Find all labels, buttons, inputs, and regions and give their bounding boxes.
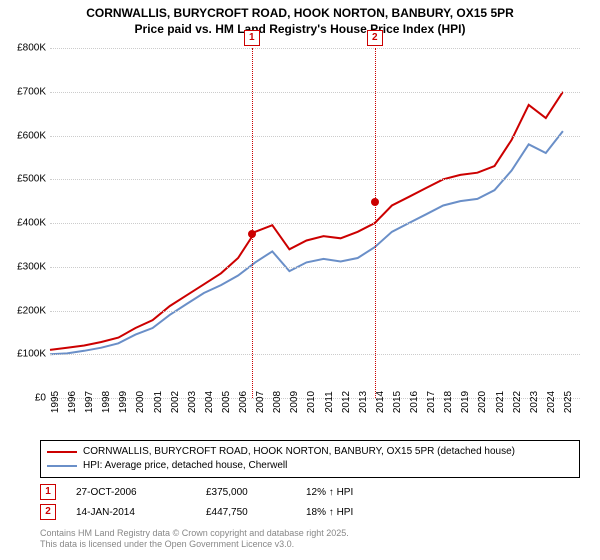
x-tick-label: 2020 xyxy=(477,391,488,413)
legend-item: CORNWALLIS, BURYCROFT ROAD, HOOK NORTON,… xyxy=(47,445,573,459)
x-tick-label: 2002 xyxy=(170,391,181,413)
footer-line-1: Contains HM Land Registry data © Crown c… xyxy=(40,528,349,539)
sale-hpi-delta: 12% ↑ HPI xyxy=(306,487,386,498)
x-tick-label: 1995 xyxy=(50,391,61,413)
x-tick-label: 2012 xyxy=(341,391,352,413)
gridline xyxy=(50,179,580,180)
marker-badge: 2 xyxy=(367,30,383,46)
sale-marker-badge: 1 xyxy=(40,484,56,500)
sale-row: 1 27-OCT-2006 £375,000 12% ↑ HPI xyxy=(40,484,580,500)
x-tick-label: 2005 xyxy=(221,391,232,413)
sale-hpi-delta: 18% ↑ HPI xyxy=(306,507,386,518)
y-tick-label: £300K xyxy=(17,261,46,272)
sale-row: 2 14-JAN-2014 £447,750 18% ↑ HPI xyxy=(40,504,580,520)
gridline xyxy=(50,354,580,355)
x-tick-label: 1996 xyxy=(67,391,78,413)
x-tick-label: 2004 xyxy=(204,391,215,413)
x-tick-label: 2025 xyxy=(563,391,574,413)
legend-item: HPI: Average price, detached house, Cher… xyxy=(47,459,573,473)
title-line-1: CORNWALLIS, BURYCROFT ROAD, HOOK NORTON,… xyxy=(0,6,600,22)
sale-price: £375,000 xyxy=(206,487,286,498)
legend-label: CORNWALLIS, BURYCROFT ROAD, HOOK NORTON,… xyxy=(83,445,515,459)
x-tick-label: 2019 xyxy=(460,391,471,413)
gridline xyxy=(50,48,580,49)
sale-date: 14-JAN-2014 xyxy=(76,507,186,518)
x-tick-label: 2022 xyxy=(512,391,523,413)
y-tick-label: £200K xyxy=(17,305,46,316)
x-tick-label: 2011 xyxy=(324,391,335,413)
x-tick-label: 2007 xyxy=(255,391,266,413)
x-tick-label: 2015 xyxy=(392,391,403,413)
legend-box: CORNWALLIS, BURYCROFT ROAD, HOOK NORTON,… xyxy=(40,440,580,478)
x-tick-label: 2001 xyxy=(153,391,164,413)
y-tick-label: £500K xyxy=(17,174,46,185)
footer-attribution: Contains HM Land Registry data © Crown c… xyxy=(40,528,349,550)
y-axis: £0£100K£200K£300K£400K£500K£600K£700K£80… xyxy=(0,48,48,398)
x-tick-label: 2014 xyxy=(375,391,386,413)
sale-price: £447,750 xyxy=(206,507,286,518)
series-hpi xyxy=(50,131,563,354)
plot-area: 12 xyxy=(50,48,580,398)
x-tick-label: 2008 xyxy=(272,391,283,413)
x-tick-label: 2009 xyxy=(289,391,300,413)
chart-container: CORNWALLIS, BURYCROFT ROAD, HOOK NORTON,… xyxy=(0,0,600,560)
x-axis: 1995199619971998199920002001200220032004… xyxy=(50,398,580,438)
x-tick-label: 2021 xyxy=(495,391,506,413)
gridline xyxy=(50,267,580,268)
sales-table: 1 27-OCT-2006 £375,000 12% ↑ HPI 2 14-JAN-201… xyxy=(40,484,580,524)
y-tick-label: £800K xyxy=(17,43,46,54)
marker-line xyxy=(252,48,253,398)
sale-marker-badge: 2 xyxy=(40,504,56,520)
x-tick-label: 1998 xyxy=(101,391,112,413)
sale-date: 27-OCT-2006 xyxy=(76,487,186,498)
marker-dot xyxy=(371,198,379,206)
x-tick-label: 2018 xyxy=(443,391,454,413)
marker-dot xyxy=(248,230,256,238)
legend-label: HPI: Average price, detached house, Cher… xyxy=(83,459,287,473)
title-line-2: Price paid vs. HM Land Registry's House … xyxy=(0,22,600,38)
x-tick-label: 2000 xyxy=(135,391,146,413)
gridline xyxy=(50,92,580,93)
x-tick-label: 2023 xyxy=(529,391,540,413)
chart-title: CORNWALLIS, BURYCROFT ROAD, HOOK NORTON,… xyxy=(0,0,600,37)
legend-swatch xyxy=(47,451,77,453)
x-tick-label: 2016 xyxy=(409,391,420,413)
y-tick-label: £700K xyxy=(17,86,46,97)
footer-line-2: This data is licensed under the Open Gov… xyxy=(40,539,349,550)
x-tick-label: 2010 xyxy=(306,391,317,413)
marker-line xyxy=(375,48,376,398)
y-tick-label: £0 xyxy=(35,393,46,404)
gridline xyxy=(50,311,580,312)
y-tick-label: £600K xyxy=(17,130,46,141)
x-tick-label: 2017 xyxy=(426,391,437,413)
x-tick-label: 1999 xyxy=(118,391,129,413)
x-tick-label: 2024 xyxy=(546,391,557,413)
x-tick-label: 2013 xyxy=(358,391,369,413)
y-tick-label: £100K xyxy=(17,349,46,360)
legend-swatch xyxy=(47,465,77,467)
x-tick-label: 1997 xyxy=(84,391,95,413)
gridline xyxy=(50,223,580,224)
marker-badge: 1 xyxy=(244,30,260,46)
x-tick-label: 2003 xyxy=(187,391,198,413)
x-tick-label: 2006 xyxy=(238,391,249,413)
gridline xyxy=(50,136,580,137)
y-tick-label: £400K xyxy=(17,218,46,229)
